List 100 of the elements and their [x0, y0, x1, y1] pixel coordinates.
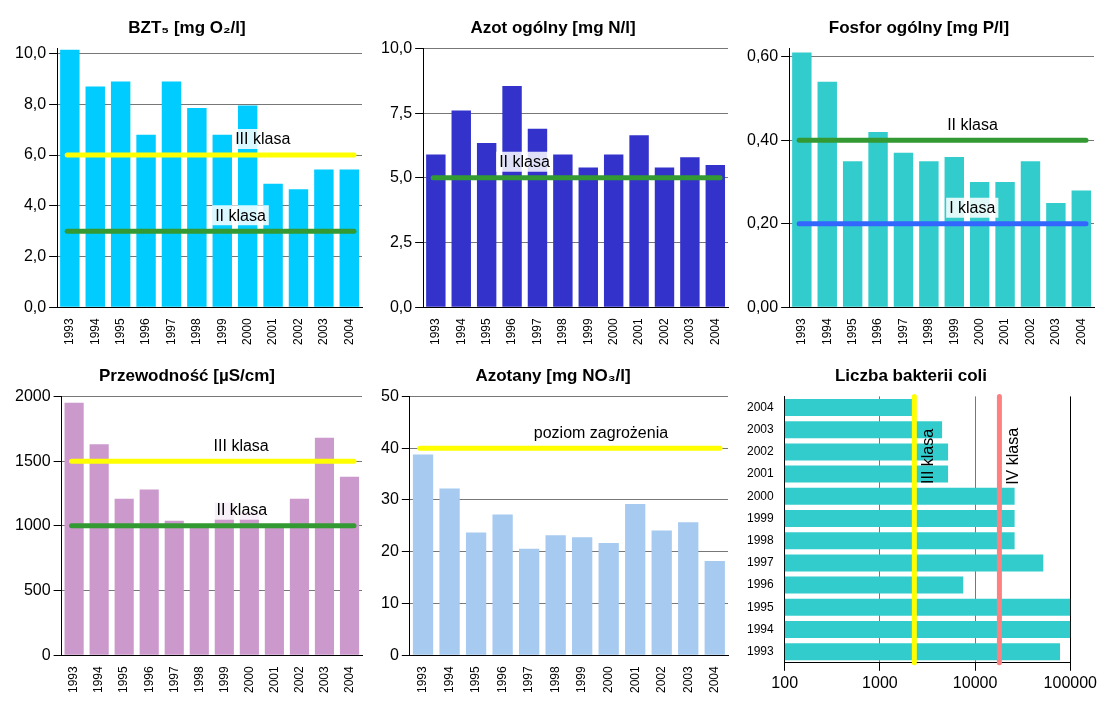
x-tick-label: 1994	[453, 317, 468, 346]
x-tick-label: 2000	[600, 665, 615, 694]
ref-line-label: II klasa	[216, 501, 268, 519]
x-tick-label: 1997	[166, 665, 181, 694]
bar	[314, 437, 335, 655]
x-tick-label: 2004	[707, 665, 722, 694]
x-tick-label: 2003	[316, 665, 331, 694]
y-tick-label: 0,40	[747, 130, 779, 148]
y-tick-label: 2001	[746, 466, 775, 481]
x-tick-label: 1994	[87, 317, 102, 346]
y-tick-label: 4,0	[23, 196, 47, 214]
bar	[572, 537, 593, 655]
bar	[64, 402, 84, 655]
y-tick-label: 2004	[746, 399, 775, 414]
x-tick-label: 1997	[163, 317, 178, 346]
x-tick-label: 2003	[316, 317, 331, 346]
bar	[189, 525, 209, 655]
bar	[603, 154, 624, 307]
x-tick-label: 2000	[239, 317, 254, 346]
x-tick-label: 1996	[870, 317, 885, 346]
x-tick-label: 1994	[441, 665, 456, 694]
y-tick-label: 6,0	[23, 145, 47, 163]
y-tick-label: 2002	[746, 444, 775, 459]
x-tick-label: 2002	[291, 665, 306, 694]
bar	[654, 167, 675, 307]
y-tick-label: 1500	[15, 451, 51, 469]
x-tick-label: 1996	[138, 317, 153, 346]
ref-line-label: II klasa	[215, 206, 266, 224]
ref-line-label: II klasa	[499, 153, 550, 171]
x-tick-label: 1000	[862, 673, 898, 691]
x-tick-label: 1999	[216, 665, 231, 694]
y-tick-label: 2,5	[389, 232, 413, 250]
chart-title: Azot ogólny [mg N/l]	[470, 17, 636, 37]
x-tick-label: 2003	[682, 317, 697, 346]
y-tick-label: 30	[381, 490, 399, 508]
y-tick-label: 1997	[746, 555, 775, 570]
y-tick-label: 40	[381, 438, 399, 456]
bar	[893, 152, 914, 307]
bar	[919, 161, 939, 307]
bar	[868, 131, 888, 307]
bar	[705, 164, 726, 307]
x-tick-label: 1996	[494, 665, 509, 694]
x-tick-label: 1999	[214, 317, 229, 346]
bar	[625, 504, 646, 655]
bar	[114, 498, 134, 655]
x-tick-label: 2004	[707, 317, 722, 346]
x-tick-label: 1995	[112, 317, 127, 346]
chart-title: BZT₅ [mg O₂/l]	[128, 17, 246, 37]
y-tick-label: 0,00	[747, 297, 779, 315]
y-tick-label: 2000	[746, 488, 775, 503]
bar	[598, 542, 619, 655]
x-tick-label: 2000	[971, 317, 986, 346]
x-tick-label: 2003	[680, 665, 695, 694]
y-tick-label: 10,0	[15, 43, 47, 61]
y-tick-label: 1999	[746, 510, 775, 525]
x-tick-label: 2004	[1073, 317, 1088, 346]
ref-line-label: II klasa	[947, 115, 998, 133]
y-tick-label: 0,60	[747, 47, 779, 65]
bar	[139, 489, 159, 655]
x-tick-label: 1998	[555, 317, 570, 346]
y-tick-label: 1998	[746, 533, 775, 548]
bar	[1071, 190, 1092, 307]
y-tick-label: 500	[23, 580, 51, 598]
x-tick-label: 1999	[574, 665, 589, 694]
y-tick-label: 50	[381, 386, 399, 404]
x-tick-label: 1999	[946, 317, 961, 346]
bar	[704, 561, 725, 655]
bar	[492, 514, 513, 655]
x-tick-label: 1998	[921, 317, 936, 346]
bar	[412, 454, 434, 655]
y-tick-label: 1996	[746, 577, 775, 592]
x-tick-label: 1999	[580, 317, 595, 346]
x-tick-label: 1998	[191, 665, 206, 694]
x-tick-label: 1995	[116, 665, 131, 694]
chart-title: Fosfor ogólny [mg P/l]	[828, 17, 1010, 37]
ref-line-label: IV klasa	[1003, 427, 1021, 485]
chart-title: Liczba bakterii coli	[834, 365, 988, 385]
bar	[680, 157, 700, 307]
x-tick-label: 1998	[189, 317, 204, 346]
x-tick-label: 2001	[627, 665, 642, 694]
bar	[553, 154, 573, 307]
bar	[110, 81, 131, 307]
x-tick-label: 1996	[504, 317, 519, 346]
x-tick-label: 1998	[547, 665, 562, 694]
ref-line-label: poziom zagrożenia	[533, 423, 669, 441]
y-tick-label: 1993	[746, 644, 775, 659]
y-tick-label: 1994	[746, 621, 775, 636]
bar	[439, 488, 460, 655]
x-tick-label: 2002	[290, 317, 305, 346]
x-tick-label: 1993	[794, 317, 809, 346]
y-tick-label: 1995	[746, 599, 775, 614]
y-tick-label: 8,0	[23, 94, 47, 112]
x-tick-label: 1994	[819, 317, 834, 346]
x-tick-label: 2002	[656, 317, 671, 346]
y-tick-label: 2003	[746, 422, 775, 437]
bar	[339, 169, 360, 307]
bar	[842, 161, 863, 307]
y-tick-label: 5,0	[389, 168, 413, 186]
x-tick-label: 1995	[478, 317, 493, 346]
bar	[995, 182, 1015, 307]
